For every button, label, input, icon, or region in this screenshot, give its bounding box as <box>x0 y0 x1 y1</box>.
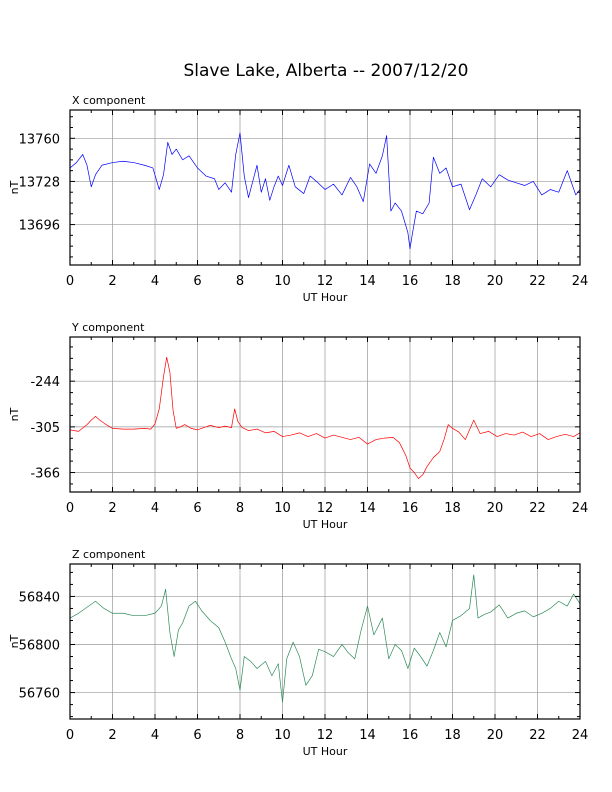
x-tick-label: 24 <box>572 728 589 743</box>
x-tick-label: 4 <box>151 501 159 516</box>
y-tick-label: -305 <box>30 421 60 436</box>
x-tick-label: 10 <box>274 728 291 743</box>
y-tick-label: 56840 <box>19 590 60 605</box>
x-axis-label: UT Hour <box>303 291 348 304</box>
x-tick-label: 10 <box>274 501 291 516</box>
y-tick-label: 13728 <box>19 175 60 190</box>
chart-title: Slave Lake, Alberta -- 2007/12/20 <box>184 61 469 81</box>
y-axis-label: nT <box>8 634 21 648</box>
x-tick-label: 2 <box>108 274 116 289</box>
x-tick-label: 24 <box>572 501 589 516</box>
x-tick-label: 22 <box>529 728 546 743</box>
x-tick-label: 14 <box>359 728 376 743</box>
x-tick-label: 6 <box>193 274 201 289</box>
x-tick-label: 20 <box>487 274 504 289</box>
y-tick-label: -366 <box>30 467 60 482</box>
x-tick-label: 12 <box>317 501 334 516</box>
x-tick-label: 16 <box>402 501 419 516</box>
x-tick-label: 20 <box>487 728 504 743</box>
x-tick-label: 6 <box>193 501 201 516</box>
series-line <box>69 132 581 250</box>
x-tick-label: 22 <box>529 274 546 289</box>
x-tick-label: 20 <box>487 501 504 516</box>
x-tick-label: 14 <box>359 501 376 516</box>
x-tick-label: 14 <box>359 274 376 289</box>
x-tick-label: 8 <box>236 274 244 289</box>
x-tick-label: 10 <box>274 274 291 289</box>
y-tick-label: 13760 <box>19 132 60 147</box>
x-tick-label: 12 <box>317 728 334 743</box>
y-axis-label: nT <box>8 407 21 421</box>
y-axis-label: nT <box>8 180 21 194</box>
x-tick-label: 22 <box>529 501 546 516</box>
panel-label: X component <box>72 94 146 107</box>
x-tick-label: 4 <box>151 274 159 289</box>
x-tick-label: 18 <box>444 274 461 289</box>
panel-label: Y component <box>71 321 145 334</box>
y-tick-label: 56800 <box>19 639 60 654</box>
x-tick-label: 8 <box>236 501 244 516</box>
x-tick-label: 6 <box>193 728 201 743</box>
y-tick-label: 13696 <box>19 219 60 234</box>
y-tick-label: 56760 <box>19 687 60 702</box>
x-axis-label: UT Hour <box>303 518 348 531</box>
x-tick-label: 18 <box>444 501 461 516</box>
panel-label: Z component <box>72 548 146 561</box>
x-tick-label: 8 <box>236 728 244 743</box>
x-tick-label: 0 <box>66 501 74 516</box>
series-line <box>69 356 581 479</box>
x-axis-label: UT Hour <box>303 745 348 758</box>
x-tick-label: 18 <box>444 728 461 743</box>
x-tick-label: 0 <box>66 728 74 743</box>
x-tick-label: 24 <box>572 274 589 289</box>
x-tick-label: 4 <box>151 728 159 743</box>
x-tick-label: 2 <box>108 728 116 743</box>
x-tick-label: 2 <box>108 501 116 516</box>
y-tick-label: -244 <box>30 375 60 390</box>
x-tick-label: 0 <box>66 274 74 289</box>
series-line <box>69 574 581 703</box>
x-tick-label: 16 <box>402 274 419 289</box>
x-tick-label: 16 <box>402 728 419 743</box>
x-tick-label: 12 <box>317 274 334 289</box>
